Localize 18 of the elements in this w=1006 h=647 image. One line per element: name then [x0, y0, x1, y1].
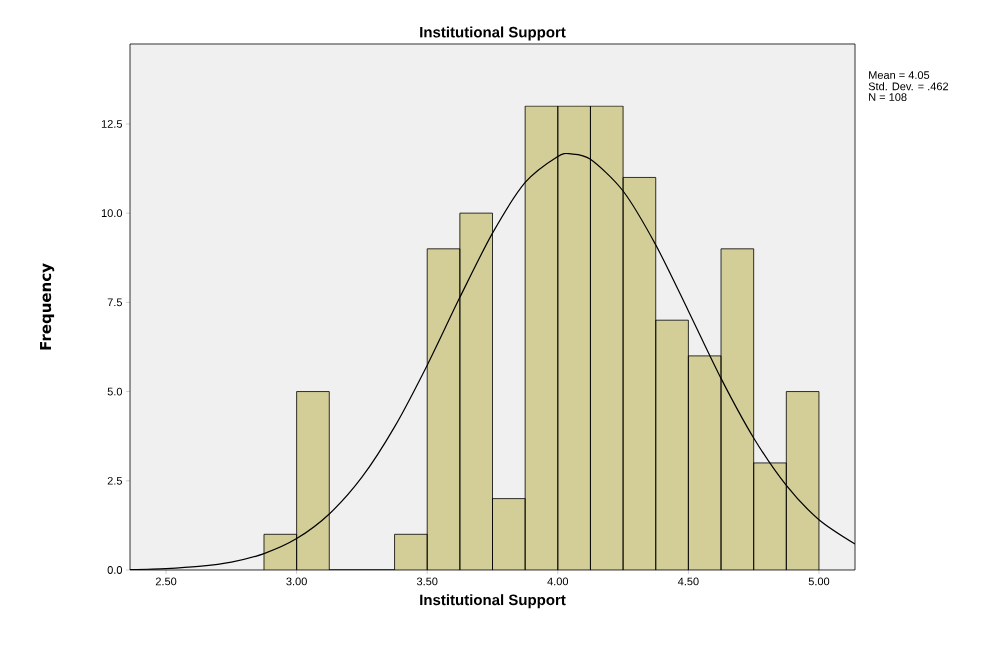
- x-tick-label: 4.00: [547, 577, 569, 586]
- y-axis-title: Frequency: [40, 263, 55, 350]
- y-tick-label: 0.0: [107, 566, 123, 574]
- x-axis-title: Institutional Support: [420, 594, 566, 609]
- y-tick-label: 10.0: [101, 209, 123, 218]
- text: Std. Dev. = .462: [868, 82, 949, 91]
- x-tick-label: 3.50: [416, 577, 438, 586]
- y-tick-label: 2.5: [107, 476, 122, 485]
- x-tick-label: 3.00: [286, 577, 307, 586]
- text: N = 108: [869, 93, 907, 101]
- chart-title: Institutional Support: [420, 26, 566, 41]
- x-tick-label: 4.50: [677, 577, 699, 586]
- y-tick-label: 12.5: [101, 120, 122, 128]
- x-tick-label: 5.00: [808, 577, 830, 586]
- y-tick-label: 5.0: [107, 387, 123, 396]
- x-tick-label: 2.50: [155, 577, 177, 586]
- text: Mean = 4.05: [869, 71, 930, 79]
- y-tick-label: 7.5: [107, 298, 122, 307]
